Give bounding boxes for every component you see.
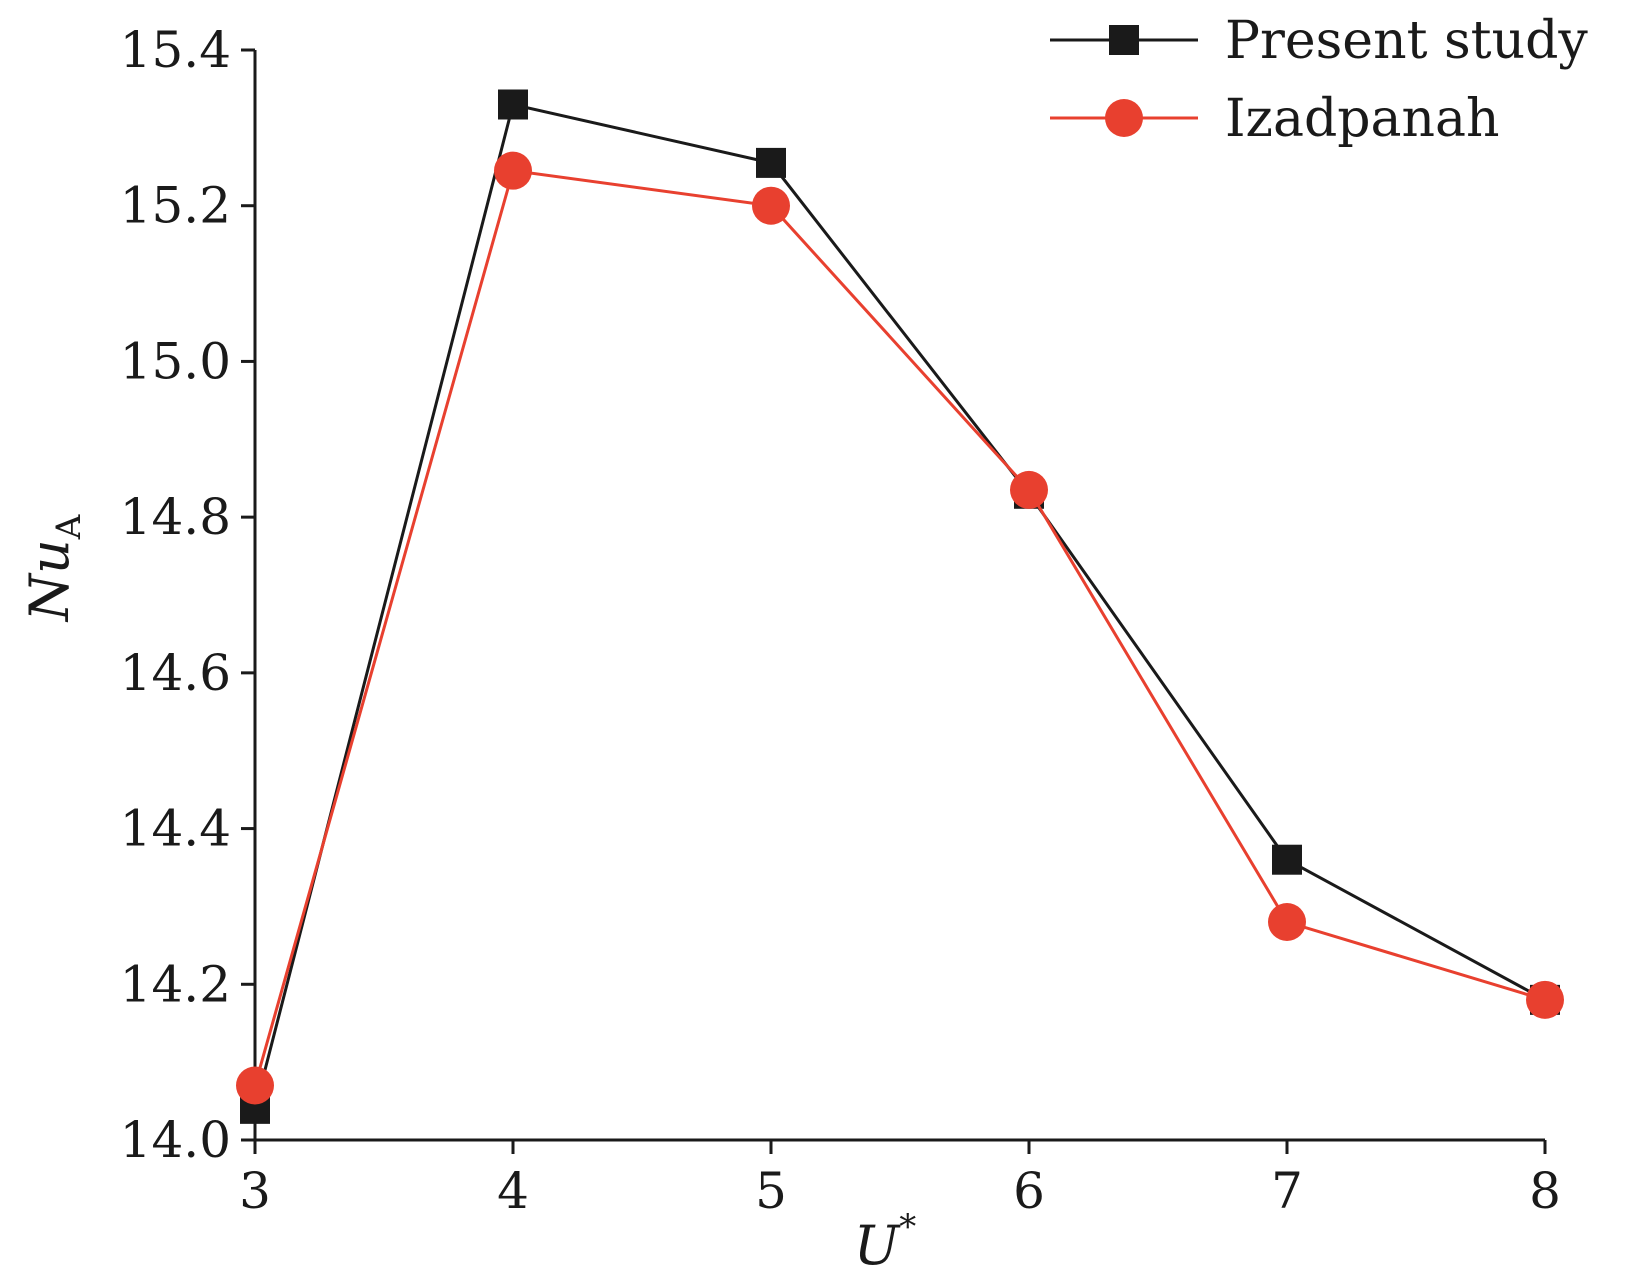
legend-label: Izadpanah [1225,89,1500,149]
legend-marker [1109,25,1139,55]
legend-marker [1105,99,1143,137]
data-point [1526,980,1564,1019]
data-point [494,151,532,190]
y-tick-label: 15.0 [120,332,231,390]
x-tick-label: 6 [1013,1162,1045,1220]
data-point [1272,844,1302,875]
x-tick-label: 8 [1529,1162,1561,1220]
x-axis-title-sup: * [899,1207,916,1247]
x-tick-label: 5 [755,1162,787,1220]
y-tick-label: 14.2 [120,955,231,1013]
y-tick-label: 15.4 [120,21,231,79]
x-axis-title-main: U [854,1214,901,1274]
legend-item: Present study [1050,11,1588,71]
series-present-study [240,89,1560,1124]
data-point [1268,903,1306,941]
y-axis-title: NuA [18,514,89,623]
x-tick-label: 4 [497,1162,529,1220]
series-izadpanah [236,151,1564,1105]
axis-labels: NuA U* [18,514,917,1277]
legend: Present study Izadpanah [1050,11,1588,149]
data-point [756,147,786,178]
y-tick-label: 14.0 [120,1111,231,1169]
axes: 14.0 14.2 14.4 14.6 14.8 15.0 15.2 15.4 3 4 5 6 7 8 [120,21,1561,1220]
x-axis-title: U* [854,1207,917,1274]
legend-item: Izadpanah [1050,89,1500,149]
y-tick-label: 14.8 [120,488,231,546]
data-point [752,186,790,225]
y-tick-label: 14.6 [120,644,231,702]
series-layer [236,89,1564,1124]
series-line [253,169,1546,1086]
data-point [498,89,528,120]
series-line [253,102,1546,1110]
data-point [1010,470,1048,509]
y-axis-title-sub: A [49,514,89,540]
y-axis-title-main: Nu [18,539,81,623]
y-tick-label: 14.4 [120,800,231,858]
y-tick-label: 15.2 [120,177,231,235]
legend-label: Present study [1225,11,1588,71]
x-tick-label: 3 [239,1162,271,1220]
data-point [236,1066,274,1105]
x-tick-label: 7 [1271,1162,1303,1220]
